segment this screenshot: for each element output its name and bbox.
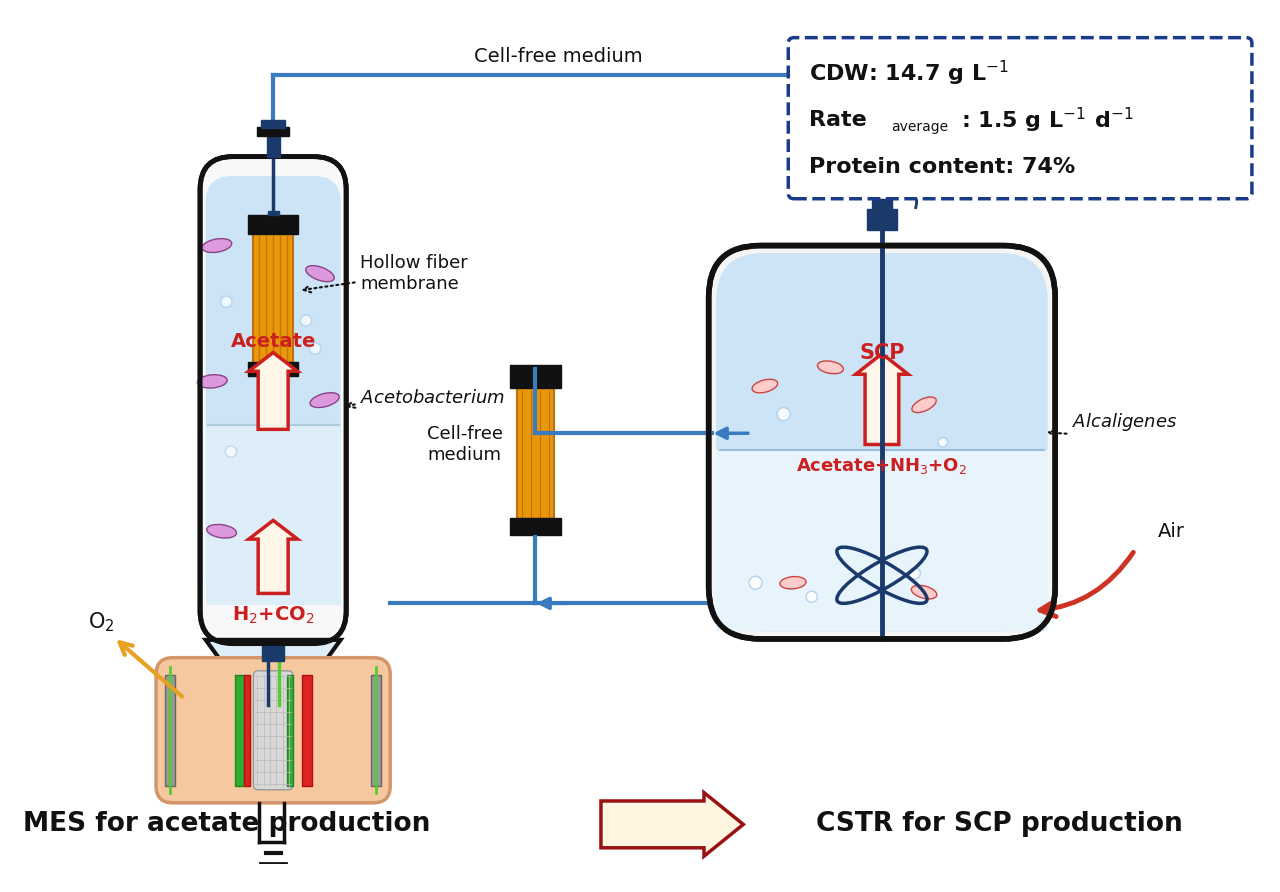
Text: CSTR for SCP production: CSTR for SCP production	[815, 812, 1183, 838]
Bar	[716, 450, 1048, 632]
FancyBboxPatch shape	[206, 176, 340, 605]
FancyBboxPatch shape	[253, 671, 293, 789]
Ellipse shape	[911, 585, 937, 599]
Text: $\it{Alcaligenes}$: $\it{Alcaligenes}$	[1050, 411, 1178, 437]
FancyBboxPatch shape	[156, 657, 390, 803]
Ellipse shape	[310, 392, 339, 408]
Polygon shape	[206, 640, 340, 705]
FancyBboxPatch shape	[200, 157, 346, 644]
Bar	[248, 215, 298, 234]
Ellipse shape	[818, 361, 844, 374]
Text: CDW: 14.7 g L$^{-1}$: CDW: 14.7 g L$^{-1}$	[809, 59, 1009, 87]
Bar	[244, 674, 250, 786]
Bar	[872, 194, 892, 209]
Text: Acetate+NH$_3$+O$_2$: Acetate+NH$_3$+O$_2$	[796, 456, 968, 475]
Text: Hollow fiber
membrane: Hollow fiber membrane	[303, 254, 468, 293]
Circle shape	[220, 296, 232, 308]
Bar	[511, 366, 561, 388]
Bar	[302, 674, 311, 786]
Ellipse shape	[306, 266, 334, 282]
Bar	[867, 209, 897, 229]
Bar	[268, 863, 279, 875]
Text: Rate: Rate	[809, 110, 867, 130]
Bar	[248, 361, 298, 376]
Bar	[266, 124, 280, 157]
Circle shape	[749, 576, 762, 590]
Circle shape	[777, 408, 790, 421]
Text: O$_2$: O$_2$	[88, 610, 115, 633]
Ellipse shape	[911, 397, 936, 413]
Circle shape	[806, 591, 818, 602]
Text: : 1.5 g L$^{-1}$ d$^{-1}$: : 1.5 g L$^{-1}$ d$^{-1}$	[960, 105, 1133, 135]
Circle shape	[881, 399, 892, 410]
Bar	[206, 425, 340, 605]
FancyBboxPatch shape	[788, 37, 1252, 199]
Circle shape	[909, 568, 920, 579]
Ellipse shape	[202, 238, 232, 252]
Bar	[165, 674, 175, 786]
Ellipse shape	[207, 524, 237, 538]
Bar	[261, 120, 285, 128]
Text: Cell-free
medium: Cell-free medium	[426, 425, 503, 464]
Bar	[262, 645, 284, 662]
Circle shape	[301, 315, 311, 326]
FancyArrow shape	[248, 520, 297, 593]
Bar	[371, 674, 381, 786]
Bar	[287, 674, 293, 786]
Circle shape	[225, 446, 237, 458]
FancyBboxPatch shape	[709, 245, 1055, 639]
FancyBboxPatch shape	[716, 253, 1048, 632]
Circle shape	[310, 343, 321, 354]
Bar	[268, 211, 279, 215]
Circle shape	[938, 438, 947, 447]
Bar	[257, 127, 289, 136]
Bar	[253, 225, 293, 371]
Text: average: average	[891, 120, 948, 134]
Text: Air: Air	[1158, 522, 1185, 541]
Text: Protein content: 74%: Protein content: 74%	[809, 157, 1075, 177]
Text: H$_2$+CO$_2$: H$_2$+CO$_2$	[232, 605, 315, 626]
Ellipse shape	[753, 379, 778, 392]
Text: Acetate: Acetate	[230, 332, 316, 351]
Ellipse shape	[780, 576, 806, 589]
FancyArrow shape	[248, 352, 297, 429]
Text: $\it{Acetobacterium}$: $\it{Acetobacterium}$	[347, 390, 506, 408]
Text: SCP: SCP	[859, 343, 905, 363]
Bar	[511, 518, 561, 535]
Ellipse shape	[197, 375, 228, 388]
Bar	[867, 181, 897, 194]
Bar	[517, 376, 554, 532]
Text: Cell-free medium: Cell-free medium	[475, 46, 643, 66]
Bar	[234, 674, 244, 786]
FancyArrow shape	[856, 353, 909, 444]
Text: MES for acetate production: MES for acetate production	[23, 812, 430, 838]
FancyArrow shape	[600, 793, 744, 856]
